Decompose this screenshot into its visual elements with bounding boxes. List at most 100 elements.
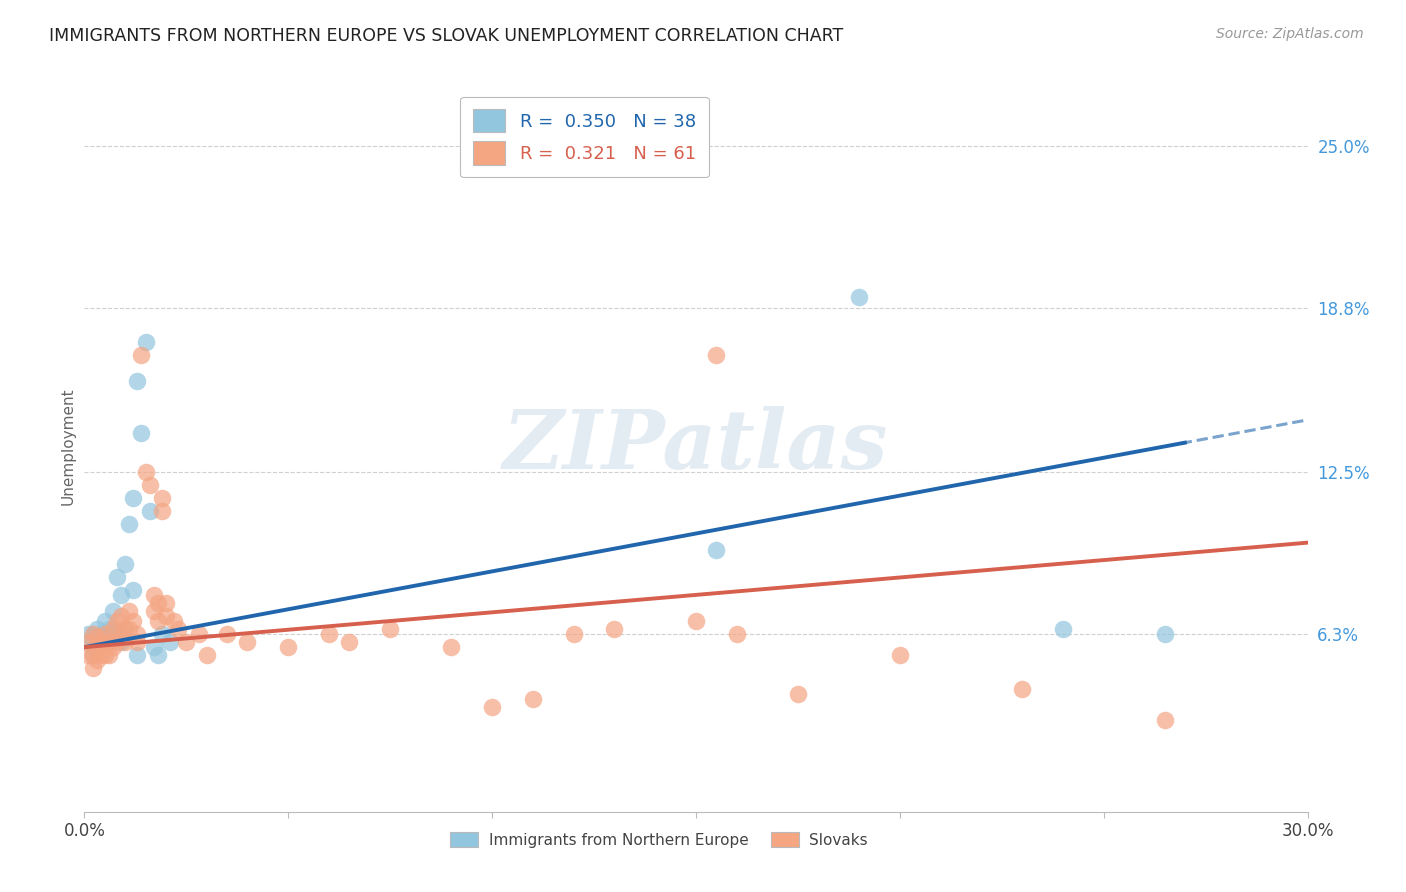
Point	[848, 290, 870, 304]
Point	[77, 635, 100, 649]
Point	[114, 635, 136, 649]
Point	[93, 614, 115, 628]
Point	[90, 635, 112, 649]
Point	[101, 640, 124, 655]
Point	[1154, 714, 1177, 728]
Point	[118, 517, 141, 532]
Point	[82, 648, 104, 662]
Point	[146, 648, 169, 662]
Text: IMMIGRANTS FROM NORTHERN EUROPE VS SLOVAK UNEMPLOYMENT CORRELATION CHART: IMMIGRANTS FROM NORTHERN EUROPE VS SLOVA…	[49, 27, 844, 45]
Point	[82, 627, 104, 641]
Point	[187, 627, 209, 641]
Point	[101, 604, 124, 618]
Point	[86, 640, 108, 655]
Point	[90, 648, 112, 662]
Point	[339, 635, 361, 649]
Point	[1052, 622, 1074, 636]
Point	[562, 627, 585, 641]
Point	[97, 635, 120, 649]
Point	[146, 596, 169, 610]
Point	[114, 622, 136, 636]
Point	[889, 648, 911, 662]
Point	[93, 630, 115, 644]
Point	[380, 622, 402, 636]
Point	[86, 630, 108, 644]
Point	[82, 661, 104, 675]
Point	[82, 627, 104, 641]
Point	[142, 588, 165, 602]
Text: ZIPatlas: ZIPatlas	[503, 406, 889, 486]
Point	[122, 582, 145, 597]
Point	[97, 648, 120, 662]
Point	[77, 648, 100, 662]
Point	[195, 648, 218, 662]
Point	[603, 622, 626, 636]
Point	[114, 557, 136, 571]
Point	[522, 692, 544, 706]
Point	[127, 374, 149, 388]
Point	[150, 491, 173, 506]
Point	[93, 627, 115, 641]
Point	[101, 622, 124, 636]
Point	[725, 627, 748, 641]
Point	[101, 622, 124, 636]
Point	[105, 569, 128, 583]
Point	[787, 687, 810, 701]
Point	[1154, 627, 1177, 641]
Point	[127, 648, 149, 662]
Point	[97, 635, 120, 649]
Point	[122, 614, 145, 628]
Point	[86, 635, 108, 649]
Point	[142, 604, 165, 618]
Point	[1011, 681, 1033, 696]
Point	[105, 627, 128, 641]
Point	[163, 614, 186, 628]
Point	[155, 596, 177, 610]
Point	[150, 504, 173, 518]
Point	[105, 614, 128, 628]
Point	[82, 648, 104, 662]
Point	[318, 627, 340, 641]
Point	[127, 627, 149, 641]
Point	[82, 640, 104, 655]
Point	[118, 622, 141, 636]
Point	[131, 347, 153, 362]
Point	[685, 614, 707, 628]
Point	[155, 608, 177, 623]
Point	[167, 622, 190, 636]
Point	[86, 653, 108, 667]
Point	[706, 347, 728, 362]
Point	[110, 627, 132, 641]
Point	[114, 622, 136, 636]
Point	[131, 425, 153, 440]
Point	[86, 622, 108, 636]
Point	[86, 640, 108, 655]
Point	[110, 588, 132, 602]
Point	[236, 635, 259, 649]
Point	[93, 648, 115, 662]
Point	[706, 543, 728, 558]
Point	[277, 640, 299, 655]
Point	[105, 635, 128, 649]
Y-axis label: Unemployment: Unemployment	[60, 387, 76, 505]
Point	[138, 478, 160, 492]
Point	[159, 635, 181, 649]
Point	[174, 635, 197, 649]
Point	[127, 635, 149, 649]
Point	[142, 640, 165, 655]
Point	[110, 608, 132, 623]
Legend: Immigrants from Northern Europe, Slovaks: Immigrants from Northern Europe, Slovaks	[443, 824, 876, 855]
Point	[138, 504, 160, 518]
Point	[77, 635, 100, 649]
Point	[77, 627, 100, 641]
Point	[217, 627, 239, 641]
Point	[440, 640, 463, 655]
Point	[481, 700, 503, 714]
Point	[97, 622, 120, 636]
Text: Source: ZipAtlas.com: Source: ZipAtlas.com	[1216, 27, 1364, 41]
Point	[150, 627, 173, 641]
Point	[90, 627, 112, 641]
Point	[118, 604, 141, 618]
Point	[146, 614, 169, 628]
Point	[122, 491, 145, 506]
